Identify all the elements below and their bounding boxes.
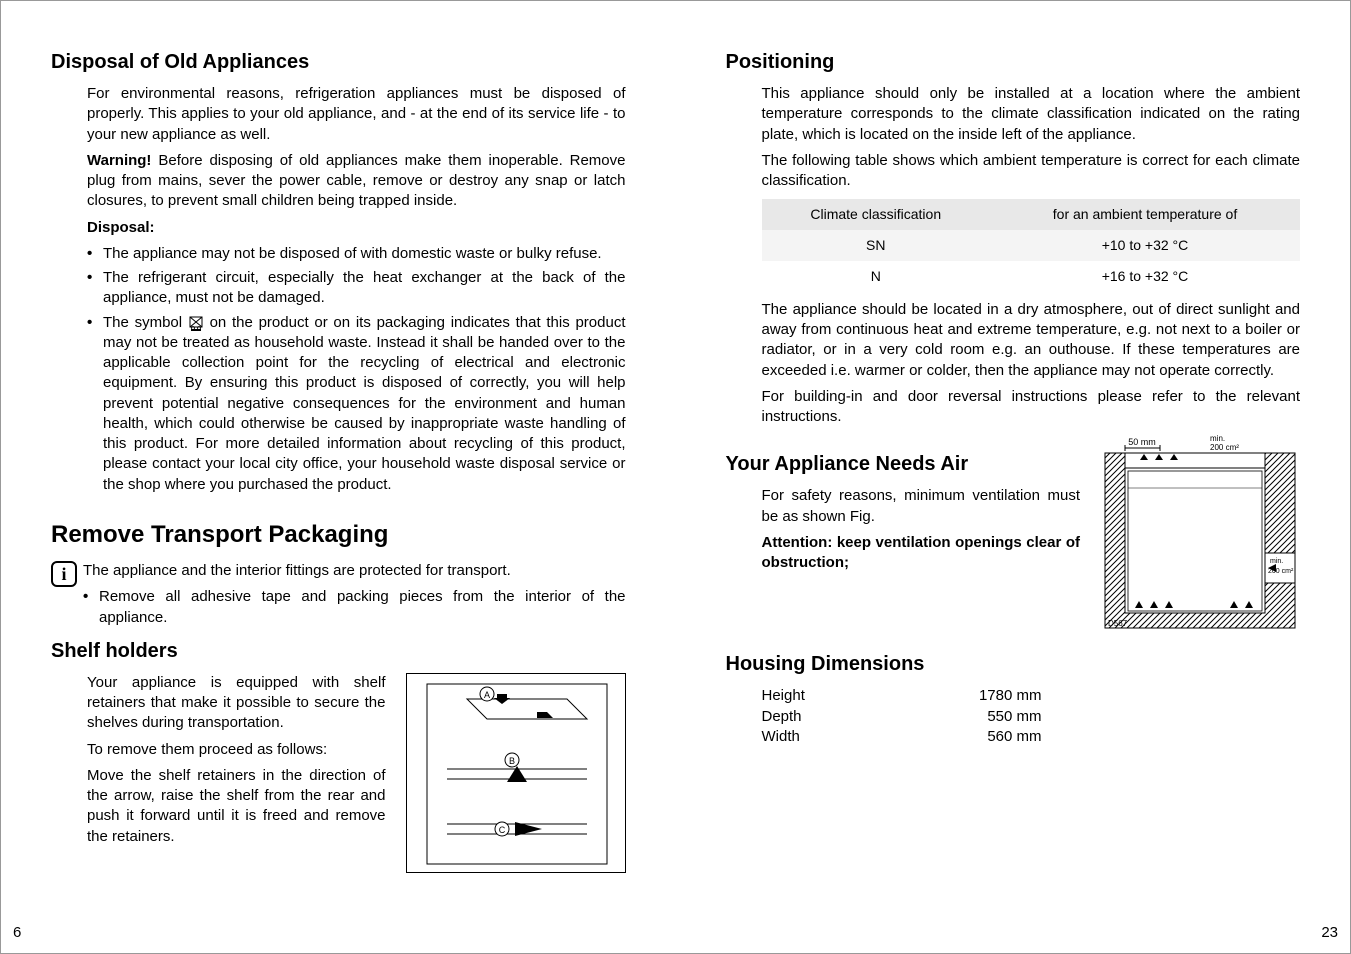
disposal-content: For environmental reasons, refrigeration… (87, 84, 626, 495)
positioning-p2: The following table shows which ambient … (762, 151, 1301, 192)
climate-header-2: for an ambient temperature of (990, 199, 1300, 230)
table-row: N +16 to +32 °C (762, 261, 1301, 292)
page-left: Disposal of Old Appliances For environme… (0, 0, 676, 954)
shelf-p3: Move the shelf retainers in the directio… (87, 766, 386, 847)
climate-table: Climate classification for an ambient te… (762, 199, 1301, 292)
air-content: For safety reasons, minimum ventilation … (762, 486, 1081, 573)
shelf-text: Your appliance is equipped with shelf re… (87, 673, 386, 873)
air-diagram-ref: D567 (1108, 619, 1128, 628)
disposal-warning: Warning! Before disposing of old applian… (87, 151, 626, 212)
table-row: SN +10 to +32 °C (762, 230, 1301, 261)
info-icon: i (51, 561, 77, 587)
warning-label: Warning! (87, 152, 151, 169)
disposal-item-2: The refrigerant circuit, especially the … (87, 268, 626, 309)
shelf-content: Your appliance is equipped with shelf re… (87, 673, 626, 873)
heading-shelf: Shelf holders (51, 638, 626, 665)
page-number: 6 (13, 923, 21, 943)
heading-air: Your Appliance Needs Air (726, 451, 1081, 478)
dim-row: Width 560 mm (762, 727, 1301, 747)
dim-row: Depth 550 mm (762, 707, 1301, 727)
air-p2: Attention: keep ventilation openings cle… (762, 533, 1081, 574)
shelf-p1: Your appliance is equipped with shelf re… (87, 673, 386, 734)
disposal-item-3: The symbol on the product or on its pack… (87, 313, 626, 495)
positioning-p3: The appliance should be located in a dry… (762, 300, 1301, 381)
shelf-p2: To remove them proceed as follows: (87, 740, 386, 760)
air-min-side: min. (1270, 558, 1283, 565)
heading-housing: Housing Dimensions (726, 651, 1301, 678)
heading-positioning: Positioning (726, 49, 1301, 76)
disposal-intro: For environmental reasons, refrigeration… (87, 84, 626, 145)
svg-text:A: A (483, 690, 489, 700)
weee-icon (188, 314, 204, 332)
housing-dims: Height 1780 mm Depth 550 mm Width 560 mm (762, 686, 1301, 747)
heading-disposal: Disposal of Old Appliances (51, 49, 626, 76)
disposal-list: The appliance may not be disposed of wit… (87, 244, 626, 495)
heading-transport: Remove Transport Packaging (51, 519, 626, 551)
svg-text:C: C (498, 825, 505, 835)
air-p1: For safety reasons, minimum ventilation … (762, 486, 1081, 527)
air-gap-label: 50 mm (1128, 437, 1156, 447)
transport-item-1: Remove all adhesive tape and packing pie… (83, 587, 626, 628)
transport-intro: The appliance and the interior fittings … (83, 561, 626, 581)
air-min-top: min. (1210, 434, 1225, 443)
air-section: Your Appliance Needs Air For safety reas… (726, 433, 1301, 633)
disposal-item-1: The appliance may not be disposed of wit… (87, 244, 626, 264)
positioning-p1: This appliance should only be installed … (762, 84, 1301, 145)
page-right: Positioning This appliance should only b… (676, 0, 1351, 954)
climate-header-1: Climate classification (762, 199, 991, 230)
shelf-diagram: A B C (406, 673, 626, 873)
air-area-top: 200 cm² (1210, 443, 1239, 452)
page-number: 23 (1321, 923, 1338, 943)
positioning-p4: For building-in and door reversal instru… (762, 387, 1301, 428)
air-diagram: 50 mm min. 200 cm² min. 200 cm² (1100, 433, 1300, 633)
positioning-content: This appliance should only be installed … (762, 84, 1301, 427)
disposal-subhead: Disposal: (87, 218, 626, 238)
transport-info: i The appliance and the interior fitting… (51, 561, 626, 634)
svg-text:B: B (508, 756, 514, 766)
dim-row: Height 1780 mm (762, 686, 1301, 706)
